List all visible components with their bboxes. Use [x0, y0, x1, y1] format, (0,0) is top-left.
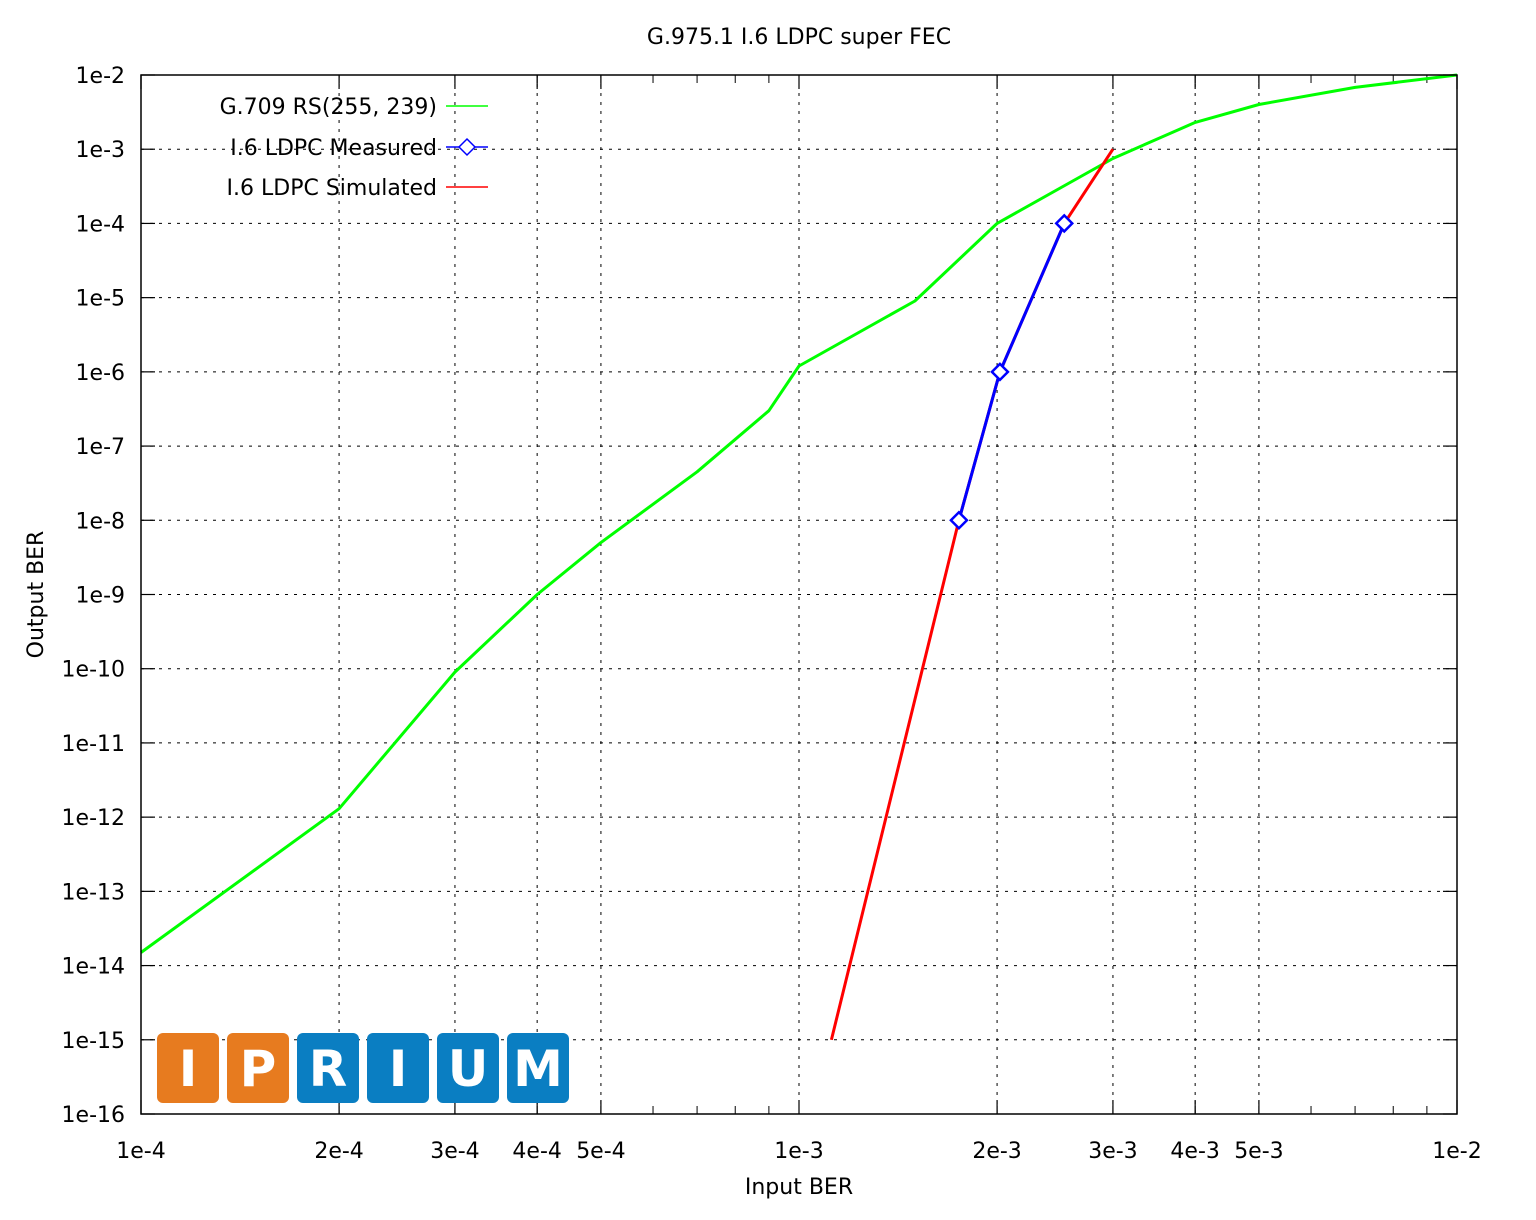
logo-tile	[227, 1033, 289, 1103]
data-point-diamond	[1054, 213, 1075, 234]
y-tick-label: 1e-15	[62, 1029, 125, 1054]
legend-label: I.6 LDPC Simulated	[227, 176, 437, 201]
y-tick-label: 1e-13	[62, 880, 125, 905]
y-tick-label: 1e-10	[62, 658, 125, 683]
logo-tile	[297, 1033, 359, 1103]
chart-title: G.975.1 I.6 LDPC super FEC	[647, 25, 951, 50]
logo-letter: P	[240, 1040, 277, 1098]
series	[140, 73, 1458, 1041]
x-tick-label: 1e-4	[116, 1139, 165, 1164]
x-tick-label: 5e-3	[1234, 1139, 1283, 1164]
series-line	[140, 73, 1458, 954]
y-tick-label: 1e-3	[76, 138, 125, 163]
x-tick-label: 3e-3	[1088, 1139, 1137, 1164]
x-tick-label: 1e-3	[774, 1139, 823, 1164]
x-axis-title: Input BER	[745, 1175, 853, 1200]
grid	[141, 75, 1457, 1114]
logo-tile	[507, 1033, 569, 1103]
legend: G.709 RS(255, 239) I.6 LDPC Measured I.6 L…	[220, 95, 488, 201]
series-1	[949, 213, 1075, 531]
x-tick-label: 5e-4	[576, 1139, 625, 1164]
y-tick-label: 1e-16	[62, 1103, 125, 1128]
y-tick-label: 1e-5	[76, 287, 125, 312]
logo-letter: R	[309, 1040, 348, 1098]
logo-letter: U	[448, 1040, 489, 1098]
logo-letter: I	[179, 1040, 198, 1098]
x-tick-label: 4e-4	[512, 1139, 561, 1164]
logo-tile	[367, 1033, 429, 1103]
logo-tile	[437, 1033, 499, 1103]
logo-letter: M	[513, 1040, 563, 1098]
x-tick-label: 3e-4	[430, 1139, 479, 1164]
y-tick-label: 1e-11	[62, 732, 125, 757]
legend-label: I.6 LDPC Measured	[230, 136, 437, 161]
y-tick-label: 1e-12	[62, 806, 125, 831]
logo-letter: I	[389, 1040, 408, 1098]
legend-label: G.709 RS(255, 239)	[220, 95, 437, 120]
tick-labels: 1e-4 2e-4 3e-4 4e-4 5e-4 1e-3 2e-3 3e-3 4e-3 5e-3…	[62, 64, 1482, 1164]
y-tick-label: 1e-7	[76, 435, 125, 460]
y-tick-label: 1e-4	[76, 212, 125, 237]
y-axis-title: Output BER	[24, 531, 49, 659]
y-tick-label: 1e-6	[76, 361, 125, 386]
series-0	[140, 73, 1458, 954]
x-tick-label: 2e-3	[972, 1139, 1021, 1164]
x-tick-label: 4e-3	[1170, 1139, 1219, 1164]
y-tick-label: 1e-2	[76, 64, 125, 89]
data-point-diamond	[949, 510, 969, 531]
x-tick-label: 2e-4	[314, 1139, 363, 1164]
y-tick-label: 1e-14	[62, 955, 125, 980]
x-tick-label: 1e-2	[1432, 1139, 1481, 1164]
logo-tile	[157, 1033, 219, 1103]
legend-marker	[457, 137, 477, 157]
data-point-diamond	[990, 362, 1010, 382]
y-tick-label: 1e-8	[76, 509, 125, 534]
y-tick-label: 1e-9	[76, 584, 125, 609]
plot-frame	[140, 74, 1458, 1115]
